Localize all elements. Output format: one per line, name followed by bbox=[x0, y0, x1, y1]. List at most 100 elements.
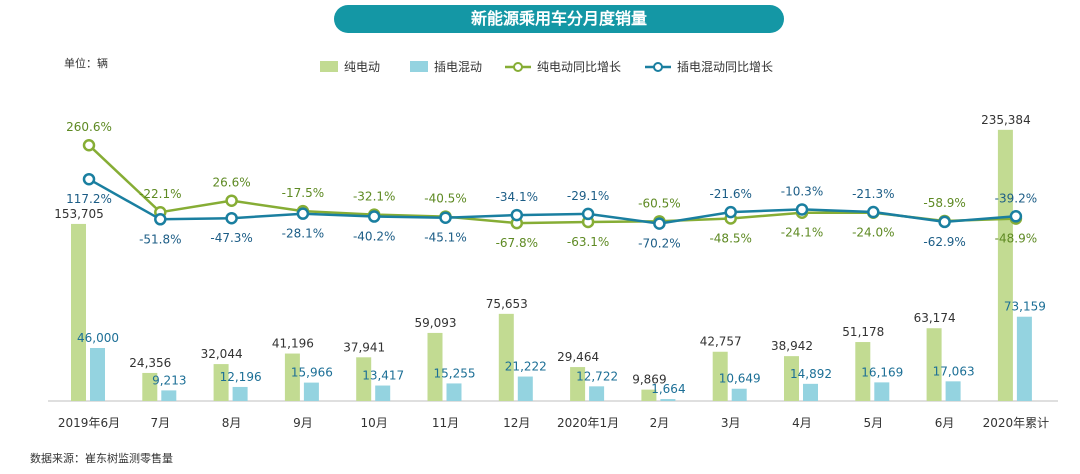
legend-label-bev: 纯电动 bbox=[344, 60, 380, 74]
source-note: 数据来源：崔东树监测零售量 bbox=[30, 450, 173, 466]
legend-dot-bev-growth bbox=[514, 63, 522, 71]
label-bev-growth: -58.9% bbox=[923, 196, 965, 210]
label-phev-growth: 117.2% bbox=[66, 192, 112, 206]
bar-label-bev: 75,653 bbox=[486, 297, 528, 311]
bar-label-bev: 59,093 bbox=[415, 316, 457, 330]
label-bev-growth: -60.5% bbox=[638, 196, 680, 210]
legend-swatch-bev bbox=[320, 61, 338, 72]
bar-label-phev: 16,169 bbox=[861, 365, 903, 379]
legend-label-phev: 插电混动 bbox=[434, 60, 482, 74]
bar-phev bbox=[90, 348, 105, 401]
bar-bev bbox=[71, 224, 86, 401]
x-tick-label: 12月 bbox=[503, 416, 530, 430]
bar-label-phev: 17,063 bbox=[933, 364, 975, 378]
label-bev-growth: -22.1% bbox=[139, 187, 181, 201]
x-tick-label: 2020年1月 bbox=[557, 416, 619, 430]
bar-phev bbox=[732, 389, 747, 401]
x-tick-label: 7月 bbox=[150, 416, 170, 430]
x-tick-label: 10月 bbox=[361, 416, 388, 430]
label-bev-growth: 260.6% bbox=[66, 120, 112, 134]
point-phev-growth bbox=[1011, 211, 1021, 221]
label-phev-growth: -28.1% bbox=[282, 227, 324, 241]
legend-swatch-phev bbox=[410, 61, 428, 72]
bar-phev bbox=[803, 384, 818, 401]
bar-phev bbox=[375, 386, 390, 401]
x-tick-label: 2019年6月 bbox=[58, 416, 120, 430]
bar-label-bev: 32,044 bbox=[201, 347, 243, 361]
point-phev-growth bbox=[797, 204, 807, 214]
x-tick-label: 3月 bbox=[721, 416, 741, 430]
bar-phev bbox=[946, 381, 961, 401]
point-phev-growth bbox=[868, 207, 878, 217]
x-tick-label: 11月 bbox=[432, 416, 459, 430]
x-tick-label: 4月 bbox=[792, 416, 812, 430]
label-phev-growth: -45.1% bbox=[424, 231, 466, 245]
bar-bev bbox=[998, 130, 1013, 401]
bar-label-bev: 41,196 bbox=[272, 337, 314, 351]
bar-label-bev: 235,384 bbox=[981, 113, 1031, 127]
bar-label-bev: 63,174 bbox=[914, 311, 956, 325]
x-tick-label: 5月 bbox=[863, 416, 883, 430]
bar-phev bbox=[660, 399, 675, 401]
point-phev-growth bbox=[512, 210, 522, 220]
label-bev-growth: -17.5% bbox=[282, 186, 324, 200]
bar-label-bev: 42,757 bbox=[700, 335, 742, 349]
bar-label-phev: 15,966 bbox=[291, 366, 333, 380]
label-phev-growth: -10.3% bbox=[781, 184, 823, 198]
bar-phev bbox=[518, 377, 533, 401]
label-phev-growth: -21.6% bbox=[709, 187, 751, 201]
chart-svg: 153,70546,0002019年6月24,3569,2137月32,0441… bbox=[0, 0, 1080, 474]
label-bev-growth: -32.1% bbox=[353, 190, 395, 204]
bar-label-phev: 10,649 bbox=[719, 372, 761, 386]
legend-dot-phev-growth bbox=[654, 63, 662, 71]
bar-label-bev: 38,942 bbox=[771, 339, 813, 353]
bar-phev bbox=[1017, 317, 1032, 401]
x-tick-label: 2月 bbox=[650, 416, 670, 430]
label-phev-growth: -47.3% bbox=[210, 231, 252, 245]
bar-label-bev: 153,705 bbox=[54, 207, 104, 221]
chart-root: 新能源乘用车分月度销量 单位：辆 153,705 46,000 2019年6月 24,… bbox=[0, 0, 1080, 474]
bar-label-phev: 73,159 bbox=[1004, 300, 1046, 314]
x-tick-label: 9月 bbox=[293, 416, 313, 430]
label-phev-growth: -40.2% bbox=[353, 230, 395, 244]
bar-bev bbox=[499, 314, 514, 401]
label-phev-growth: -34.1% bbox=[496, 190, 538, 204]
point-phev-growth bbox=[369, 212, 379, 222]
bar-label-phev: 12,196 bbox=[220, 370, 262, 384]
point-bev-growth bbox=[84, 140, 94, 150]
label-phev-growth: -39.2% bbox=[995, 191, 1037, 205]
label-bev-growth: -24.1% bbox=[781, 226, 823, 240]
label-bev-growth: -48.5% bbox=[709, 231, 751, 245]
point-phev-growth bbox=[227, 213, 237, 223]
point-phev-growth bbox=[583, 209, 593, 219]
label-bev-growth: 26.6% bbox=[213, 176, 251, 190]
legend-label-phev-growth: 插电混动同比增长 bbox=[677, 60, 773, 74]
bar-phev bbox=[589, 386, 604, 401]
bar-label-bev: 51,178 bbox=[842, 325, 884, 339]
point-phev-growth bbox=[84, 174, 94, 184]
bar-label-bev: 29,464 bbox=[557, 350, 599, 364]
label-bev-growth: -63.1% bbox=[567, 235, 609, 249]
point-bev-growth bbox=[227, 196, 237, 206]
label-phev-growth: -51.8% bbox=[139, 232, 181, 246]
label-phev-growth: -62.9% bbox=[923, 235, 965, 249]
point-phev-growth bbox=[654, 219, 664, 229]
bar-label-phev: 21,222 bbox=[505, 360, 547, 374]
bar-phev bbox=[161, 390, 176, 401]
x-tick-label: 2020年累计 bbox=[983, 416, 1050, 430]
bar-label-bev: 37,941 bbox=[343, 340, 385, 354]
point-phev-growth bbox=[298, 209, 308, 219]
label-bev-growth: -24.0% bbox=[852, 226, 894, 240]
bar-phev bbox=[304, 383, 319, 401]
bar-label-phev: 15,255 bbox=[434, 366, 476, 380]
point-phev-growth bbox=[155, 214, 165, 224]
point-phev-growth bbox=[940, 217, 950, 227]
bar-phev bbox=[447, 383, 462, 401]
bar-label-phev: 46,000 bbox=[77, 331, 119, 345]
bar-label-phev: 9,213 bbox=[152, 373, 186, 387]
label-phev-growth: -21.3% bbox=[852, 187, 894, 201]
bar-label-phev: 14,892 bbox=[790, 367, 832, 381]
bar-label-phev: 1,664 bbox=[651, 382, 685, 396]
x-tick-label: 6月 bbox=[935, 416, 955, 430]
label-phev-growth: -70.2% bbox=[638, 237, 680, 251]
